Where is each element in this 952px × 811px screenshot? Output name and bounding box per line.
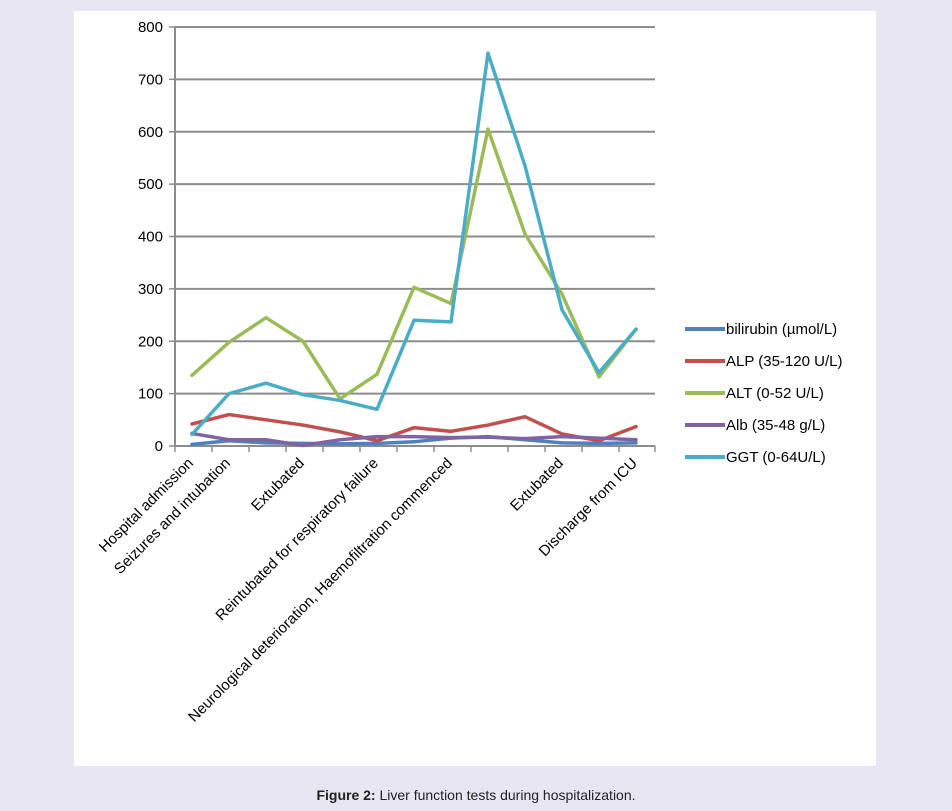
data-point (227, 438, 231, 442)
data-point (227, 392, 231, 396)
y-tick-label: 500 (138, 176, 163, 193)
caption-text: Liver function tests during hospitalizat… (375, 787, 636, 803)
data-point (597, 436, 601, 440)
data-point (523, 415, 527, 419)
legend-label: ALP (35-120 U/L) (726, 353, 842, 370)
data-point (338, 430, 342, 434)
data-point (190, 422, 194, 426)
data-point (597, 441, 601, 445)
data-point (190, 432, 194, 437)
data-point (375, 439, 379, 443)
data-point (560, 441, 564, 445)
data-point (264, 381, 268, 385)
data-point (227, 340, 231, 344)
data-point (264, 316, 268, 320)
caption-label: Figure 2: (316, 787, 376, 803)
data-point (523, 437, 527, 441)
data-point (486, 435, 490, 439)
figure-panel: 0 100 200 300 400 500 600 700 800 Hospital admiss… (74, 11, 876, 766)
data-point (523, 232, 527, 236)
data-point (597, 371, 601, 375)
data-point (597, 375, 601, 379)
data-point (264, 418, 268, 422)
data-point (190, 373, 194, 377)
legend-label: bilirubin (µmol/L) (726, 321, 837, 338)
legend-label: Alb (35-48 g/L) (726, 417, 825, 434)
x-category-label: Extubated (248, 455, 308, 515)
x-category-label: Neurological deterioration, Haemofiltrat… (185, 455, 456, 726)
data-point (412, 318, 416, 322)
data-point (634, 327, 638, 331)
data-point (301, 393, 305, 397)
legend-label: ALT (0-52 U/L) (726, 385, 824, 402)
data-point (597, 439, 601, 443)
data-point (412, 426, 416, 430)
x-category-label: Reintubated for respiratory failure (212, 455, 381, 624)
series-line-4 (190, 51, 638, 437)
data-point (227, 412, 231, 417)
legend: bilirubin (µmol/L) ALP (35-120 U/L) ALT (0… (685, 321, 842, 466)
y-tick-label: 0 (155, 438, 163, 455)
data-point (338, 442, 342, 446)
data-point (412, 440, 416, 444)
data-point (412, 434, 416, 439)
data-point (486, 127, 490, 131)
data-point (634, 425, 638, 429)
legend-label: GGT (0-64U/L) (726, 449, 826, 466)
data-point (301, 339, 305, 343)
data-point (560, 432, 564, 436)
data-point (301, 423, 305, 427)
data-point (264, 441, 268, 445)
data-point (634, 438, 638, 442)
data-point (523, 164, 527, 168)
data-point (486, 423, 490, 427)
y-tick-label: 400 (138, 229, 163, 246)
figure-caption: Figure 2: Liver function tests during ho… (0, 787, 952, 803)
y-tick-label: 600 (138, 124, 163, 141)
series-lines (190, 51, 638, 448)
y-tick-label: 800 (138, 19, 163, 36)
data-point (560, 308, 564, 312)
data-point (375, 372, 379, 376)
data-point (486, 51, 490, 55)
y-tick-label: 700 (138, 71, 163, 88)
data-point (338, 398, 342, 403)
data-point (449, 436, 453, 440)
series-line-2 (190, 127, 638, 401)
data-point (375, 441, 379, 445)
y-tick-label: 100 (138, 386, 163, 403)
data-point (375, 434, 379, 439)
data-point (338, 438, 342, 442)
data-point (560, 292, 564, 296)
data-point (412, 285, 416, 289)
y-tick-label: 200 (138, 333, 163, 350)
data-point (375, 407, 379, 411)
y-tick-label: 300 (138, 281, 163, 298)
data-point (264, 438, 268, 442)
data-point (301, 443, 305, 448)
data-point (449, 320, 453, 324)
x-category-label: Extubated (507, 455, 567, 515)
data-point (634, 441, 638, 445)
data-point (560, 434, 564, 439)
data-point (449, 429, 453, 433)
data-point (190, 442, 194, 447)
